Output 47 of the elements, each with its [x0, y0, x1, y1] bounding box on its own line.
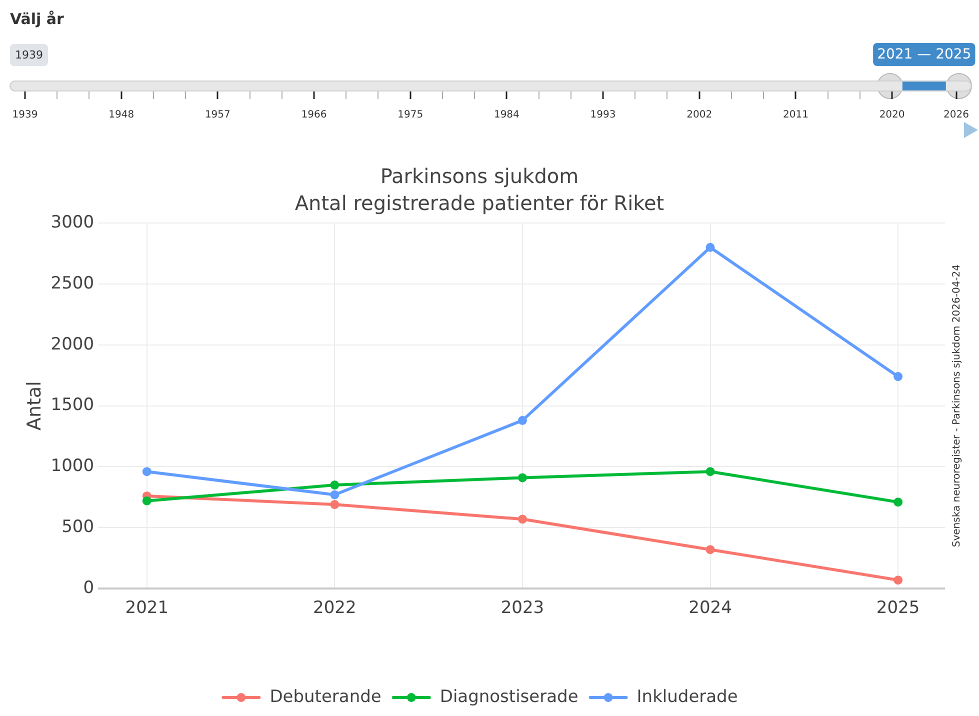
y-axis-title: Antal — [23, 381, 46, 431]
point — [330, 490, 340, 500]
x-tick-label: 1984 — [494, 110, 520, 121]
point — [142, 467, 152, 476]
x-tick-label: 2021 — [125, 598, 169, 618]
x-tick-label: 2022 — [313, 598, 356, 618]
point — [330, 480, 340, 490]
point — [894, 576, 903, 585]
annotation: 1939 — [14, 48, 43, 62]
x-tick-label: 2002 — [686, 110, 712, 121]
legend-label: Debuterande — [270, 686, 382, 707]
point — [518, 416, 527, 425]
point — [706, 467, 715, 476]
x-tick-label: 1939 — [12, 110, 38, 121]
point — [706, 545, 715, 554]
point — [518, 514, 527, 524]
point — [330, 500, 340, 510]
chart-title: Välj år — [10, 10, 65, 28]
y-tick-label: 2000 — [50, 334, 94, 354]
y-tick-label: 2021 — 2025 — [877, 46, 972, 63]
text: Svenska neuroregister - Parkinsons sjukdom 2026-04-24 — [952, 264, 963, 548]
x-tick-label: 2024 — [688, 598, 732, 618]
x-tick-label: 1948 — [108, 110, 134, 121]
chart-title: Parkinsons sjukdom — [380, 164, 579, 188]
legend-label: Inkluderade — [636, 686, 738, 707]
x-tick-label: 2026 — [944, 110, 969, 121]
x-tick-label: 2025 — [876, 598, 920, 618]
y-tick-label: 3000 — [50, 212, 94, 232]
chart-subtitle: Antal registrerade patienter för Riket — [294, 191, 664, 216]
x-tick-label: 2023 — [500, 598, 544, 618]
y-tick-label: 2500 — [50, 273, 94, 294]
y-tick-label: 1000 — [50, 456, 94, 476]
y-tick-label: 500 — [62, 517, 94, 538]
y-tick-label: 0 — [83, 578, 94, 598]
point — [518, 473, 527, 482]
point — [894, 498, 903, 507]
x-tick-label: 1966 — [301, 110, 327, 121]
x-tick-label: 2011 — [782, 110, 808, 121]
x-tick-label: 1975 — [398, 110, 424, 121]
x-tick-label: 1993 — [590, 110, 616, 121]
legend-label: Diagnostiserade — [440, 686, 578, 707]
x-tick-label: 2020 — [879, 110, 905, 121]
y-tick-label: 1500 — [50, 395, 94, 416]
point — [706, 242, 715, 252]
point — [142, 496, 152, 506]
x-tick-label: 1957 — [204, 110, 230, 121]
point — [894, 372, 903, 382]
